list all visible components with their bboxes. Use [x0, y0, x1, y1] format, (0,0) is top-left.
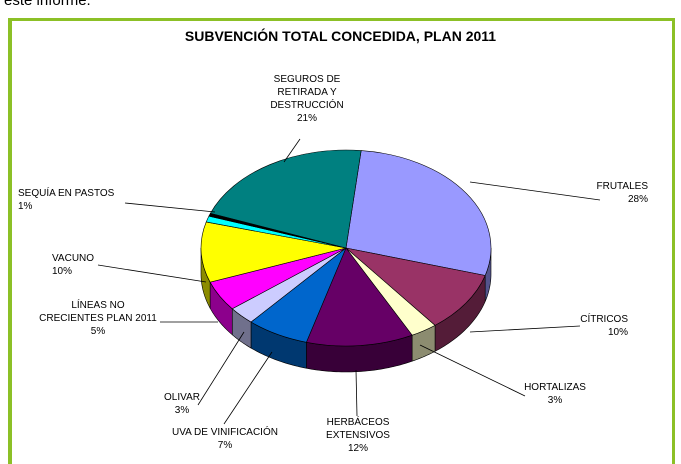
- value-label: 28%: [627, 194, 648, 205]
- category-label: HERBÁCEOS EXTENSIVOS: [326, 417, 390, 441]
- chart-title: SUBVENCIÓN TOTAL CONCEDIDA, PLAN 2011: [184, 28, 497, 44]
- slice-label: SEGUROS DE RETIRADA Y DESTRUCCIÓN 21%: [240, 73, 374, 125]
- slice: [305, 247, 413, 347]
- slice-label: VACUNO 10%: [52, 252, 112, 278]
- category-label: VACUNO: [52, 253, 95, 264]
- page-text: este informe.: [4, 0, 91, 9]
- value-label: 1%: [18, 201, 33, 212]
- leader-line: [124, 202, 216, 213]
- leader-line: [283, 138, 301, 163]
- leader-line: [97, 264, 207, 283]
- pie-tops: [200, 149, 492, 347]
- slice: [344, 247, 486, 326]
- value-label: 12%: [347, 443, 368, 454]
- leader-line: [197, 331, 245, 406]
- category-label: SEGUROS DE RETIRADA Y DESTRUCCIÓN: [270, 74, 344, 111]
- slice-label: HERBÁCEOS EXTENSIVOS 12%: [300, 416, 416, 455]
- slice: [200, 221, 347, 283]
- leader-line: [355, 369, 358, 417]
- slice: [209, 149, 362, 249]
- value-label: 7%: [217, 440, 233, 451]
- value-label: 21%: [296, 113, 317, 124]
- leader-line: [419, 344, 526, 397]
- leader-line: [469, 325, 581, 333]
- slice-label: HORTALIZAS 3%: [500, 381, 610, 407]
- category-label: SEQUÍA EN PASTOS: [18, 188, 115, 199]
- value-label: 5%: [90, 326, 106, 337]
- category-label: OLIVAR: [164, 392, 200, 403]
- slice: [345, 150, 492, 276]
- category-label: HORTALIZAS: [524, 382, 586, 393]
- pie-sides: [200, 247, 492, 373]
- value-label: 3%: [174, 405, 190, 416]
- value-label: 10%: [52, 266, 73, 277]
- slice-label: OLIVAR 3%: [140, 391, 224, 417]
- category-label: CÍTRICOS: [580, 314, 628, 325]
- slice-label: FRUTALES 28%: [540, 180, 649, 206]
- slice-label: SEQUÍA EN PASTOS 1%: [18, 187, 138, 213]
- slice-label: LÍNEAS NO CRECIENTES PLAN 2011 5%: [20, 299, 176, 338]
- category-label: LÍNEAS NO CRECIENTES PLAN 2011: [39, 300, 157, 324]
- slice-label: CÍTRICOS 10%: [520, 313, 628, 339]
- value-label: 3%: [547, 395, 563, 406]
- value-label: 10%: [607, 327, 628, 338]
- category-label: FRUTALES: [596, 181, 649, 192]
- category-label: UVA DE VINIFICACIÓN: [172, 427, 278, 438]
- leader-line: [223, 351, 273, 425]
- leader-line: [469, 181, 601, 201]
- slice-label: UVA DE VINIFICACIÓN 7%: [160, 426, 290, 452]
